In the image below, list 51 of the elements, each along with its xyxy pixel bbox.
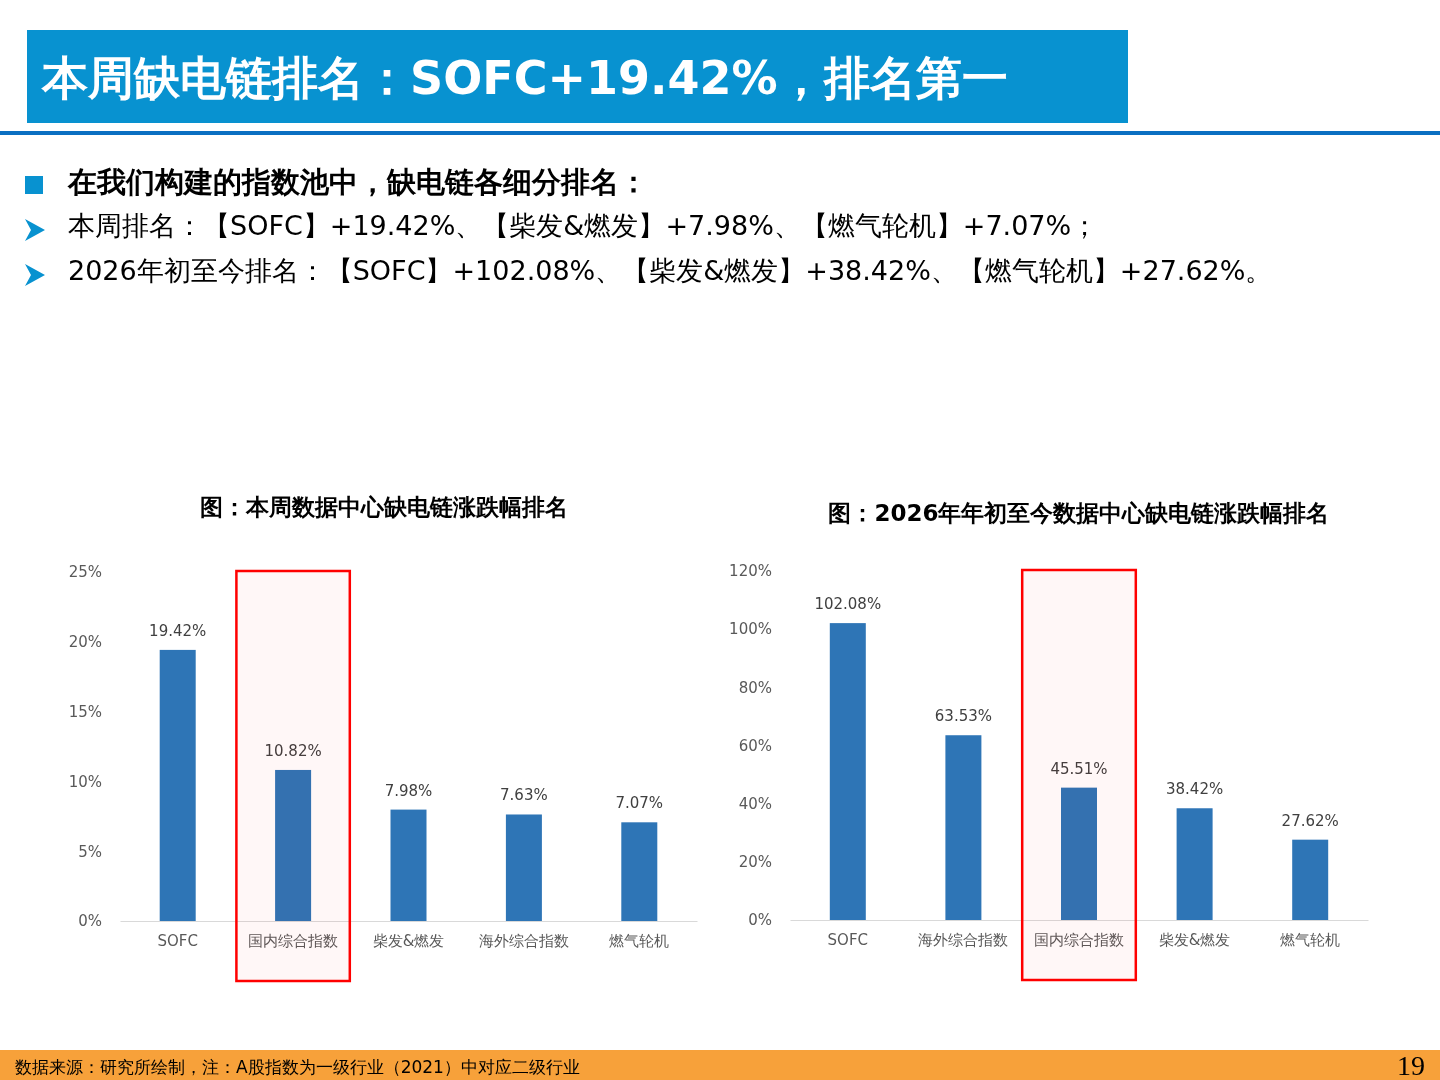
data-label: 10.82% xyxy=(264,741,322,760)
y-tick-label: 40% xyxy=(738,794,772,813)
data-label: 27.62% xyxy=(1281,811,1339,830)
y-tick-label: 25% xyxy=(68,563,102,582)
data-label: 45.51% xyxy=(1050,759,1108,778)
bar xyxy=(621,822,658,921)
y-tick-label: 60% xyxy=(738,736,772,755)
data-label: 7.07% xyxy=(615,794,664,813)
y-tick-label: 120% xyxy=(729,562,772,581)
x-tick-label: 柴发&燃发 xyxy=(1158,930,1231,949)
data-label: 38.42% xyxy=(1166,780,1224,799)
bar xyxy=(1061,787,1097,920)
data-label: 63.53% xyxy=(934,707,992,726)
bar xyxy=(390,809,427,921)
chart-title: 图：本周数据中心缺电链涨跌幅排名 xyxy=(199,494,568,520)
bar xyxy=(1292,839,1329,920)
chart-title: 图：2026年年初至今数据中心缺电链涨跌幅排名 xyxy=(828,500,1330,526)
source-note: 数据来源：研究所绘制，注：A股指数为一级行业（2021）中对应二级行业 xyxy=(15,1056,580,1079)
data-label: 102.08% xyxy=(814,595,882,614)
bar xyxy=(945,735,982,920)
y-tick-label: 15% xyxy=(68,702,102,721)
bar xyxy=(505,814,542,921)
text: 本周排名：【SOFC】+19.42%、【柴发&燃发】+7.98%、【燃气轮机】+7.07%； xyxy=(68,209,1099,243)
bar xyxy=(829,623,866,920)
y-tick-label: 80% xyxy=(738,678,772,697)
x-tick-label: SOFC xyxy=(827,930,869,949)
y-tick-label: 10% xyxy=(68,772,102,791)
x-tick-label: 海外综合指数 xyxy=(918,930,1009,949)
text: 在我们构建的指数池中，缺电链各细分排名： xyxy=(68,164,648,201)
x-tick-label: 海外综合指数 xyxy=(478,931,569,950)
bar xyxy=(1176,808,1213,920)
y-tick-label: 100% xyxy=(729,620,772,639)
y-tick-label: 0% xyxy=(748,911,772,930)
x-tick-label: 国内综合指数 xyxy=(248,931,339,950)
y-tick-label: 5% xyxy=(78,842,102,861)
y-tick-label: 20% xyxy=(738,853,772,872)
bar xyxy=(159,649,196,921)
x-tick-label: 国内综合指数 xyxy=(1034,930,1124,949)
text: 2026年初至今排名：【SOFC】+102.08%、【柴发&燃发】+38.42%、【燃气轮机】+27.62%。 xyxy=(68,254,1273,288)
bar xyxy=(275,769,312,921)
x-tick-label: 燃气轮机 xyxy=(609,931,670,950)
data-label: 7.63% xyxy=(500,786,548,805)
text: 本周缺电链排名：SOFC+19.42%，排名第一 xyxy=(42,50,1008,107)
text: 19 xyxy=(1397,1050,1425,1080)
x-tick-label: 柴发&燃发 xyxy=(372,931,445,950)
data-label: 19.42% xyxy=(149,621,207,640)
y-tick-label: 0% xyxy=(78,912,102,931)
x-tick-label: 燃气轮机 xyxy=(1280,930,1341,949)
x-tick-label: SOFC xyxy=(157,931,198,950)
data-label: 7.98% xyxy=(384,781,433,800)
y-tick-label: 20% xyxy=(68,633,102,652)
